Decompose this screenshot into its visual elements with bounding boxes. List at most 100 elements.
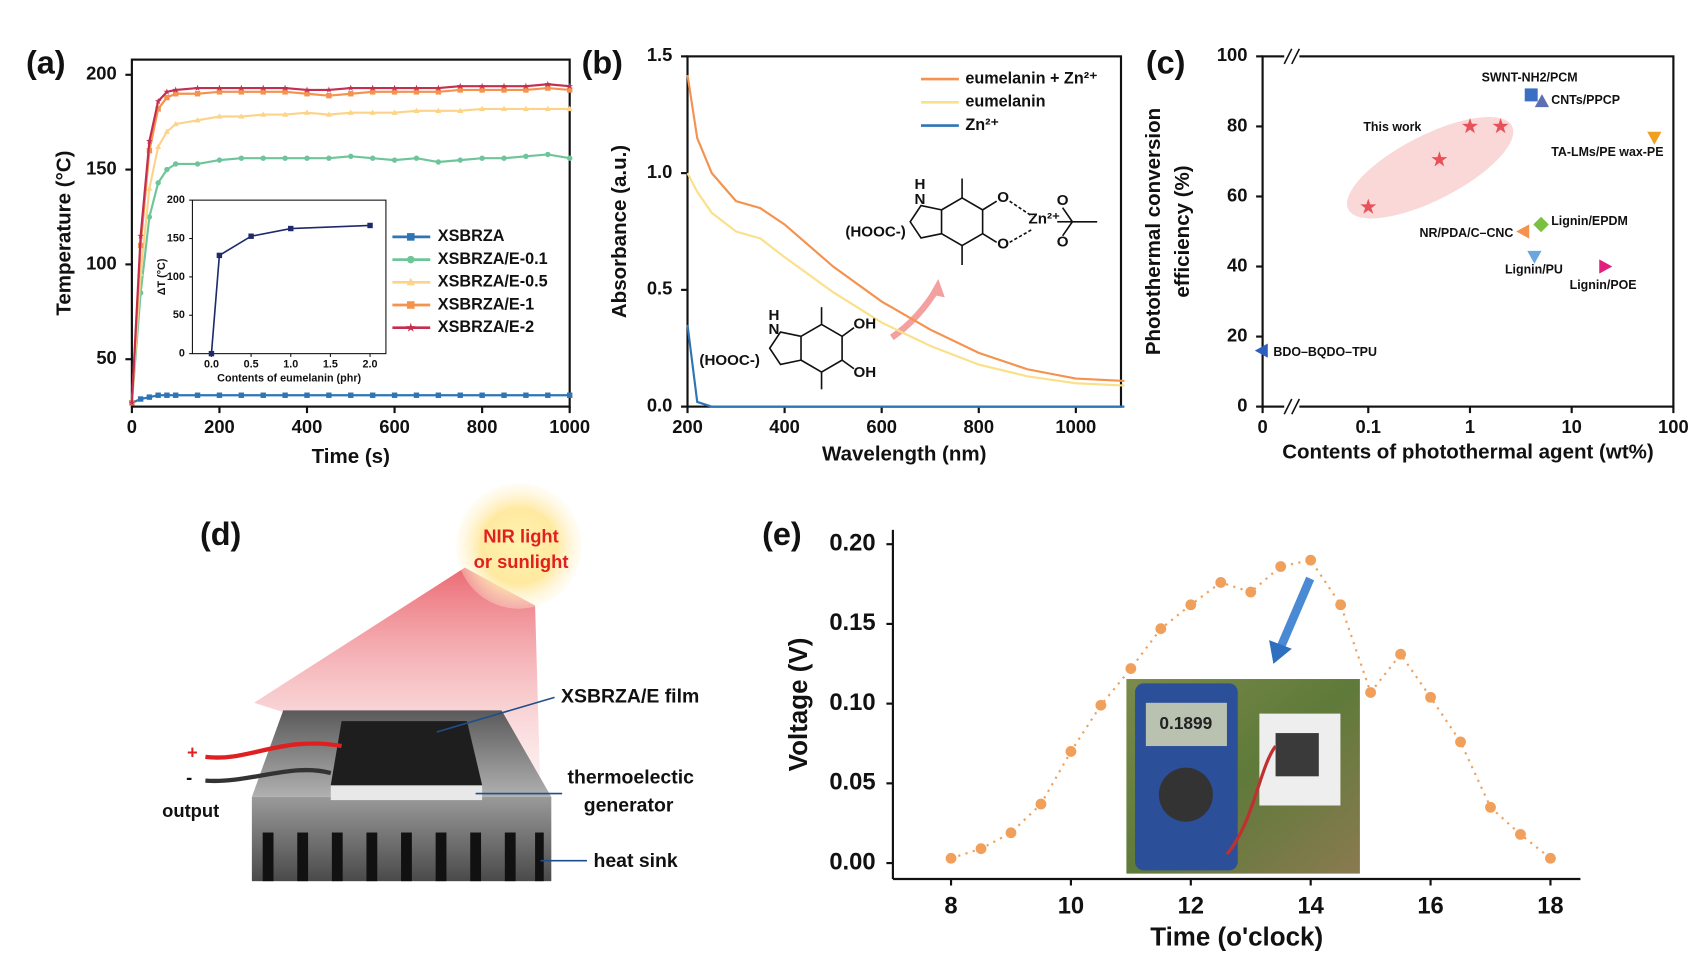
legend-marker	[406, 233, 415, 241]
y-tick-label: 20	[1227, 324, 1247, 345]
y-tick-label: 0.20	[829, 529, 875, 556]
marker	[478, 82, 486, 90]
marker	[216, 252, 223, 259]
marker	[260, 111, 267, 117]
marker	[501, 105, 507, 112]
marker	[1599, 259, 1613, 274]
sink-fins	[262, 832, 544, 882]
marker	[1005, 827, 1017, 839]
marker	[1360, 198, 1377, 214]
marker	[282, 392, 288, 398]
sink-label: heat sink	[593, 850, 677, 872]
arrow	[1277, 576, 1315, 649]
marker	[304, 155, 310, 161]
photo	[1126, 679, 1360, 874]
axis-break	[1283, 398, 1293, 415]
marker	[172, 91, 179, 97]
x-tick-label: 0	[1257, 416, 1267, 437]
marker	[216, 392, 223, 398]
y-axis-label: efficiency (%)	[1171, 165, 1194, 297]
marker	[1155, 623, 1167, 635]
point-label: TA-LMs/PE wax-PE	[1551, 145, 1663, 159]
structures	[768, 178, 1098, 390]
point-label: Lignin/PU	[1505, 263, 1563, 277]
marker	[304, 109, 310, 115]
marker	[369, 109, 376, 115]
legend-label: eumelanin	[965, 93, 1045, 111]
legend-label: XSBRZA/E-0.1	[438, 250, 548, 268]
sun	[456, 483, 582, 609]
y-tick-label: 200	[167, 194, 185, 206]
x-tick-label: 10	[1561, 416, 1581, 437]
structure-label: H	[769, 307, 780, 324]
marker	[522, 82, 530, 90]
marker	[523, 392, 529, 398]
marker	[1527, 250, 1542, 264]
x-tick-label: 400	[769, 416, 800, 437]
marker	[325, 111, 332, 117]
marker	[457, 157, 463, 163]
point-label: NR/PDA/C–CNC	[1420, 226, 1514, 240]
marker	[216, 157, 223, 163]
marker	[500, 82, 508, 90]
y-tick-label: 0.15	[829, 609, 875, 636]
y-tick-label: 150	[86, 157, 117, 178]
marker	[1492, 117, 1509, 134]
marker	[164, 392, 170, 398]
marker	[288, 225, 294, 232]
marker	[137, 232, 144, 239]
marker	[1065, 746, 1077, 757]
legend-label: Zn²⁺	[965, 116, 999, 134]
panel-label: (a)	[26, 45, 66, 81]
marker	[155, 180, 161, 186]
wire-red	[205, 741, 342, 760]
arrow-head	[929, 279, 945, 298]
x-tick-label: 0.1	[1356, 416, 1382, 437]
marker	[1035, 798, 1047, 810]
marker	[154, 97, 162, 105]
teg-label: thermoelectic	[568, 767, 695, 789]
marker	[347, 109, 354, 115]
marker	[435, 89, 442, 95]
marker	[146, 185, 153, 191]
x-tick-label: 600	[866, 416, 897, 437]
film	[330, 721, 483, 785]
y-tick-label: 0.0	[647, 394, 673, 415]
marker	[456, 82, 464, 90]
series-line	[950, 558, 1552, 860]
marker	[1305, 554, 1317, 566]
marker	[544, 80, 552, 88]
marker	[523, 87, 529, 93]
structure-label: O	[1057, 192, 1069, 209]
series-line	[686, 324, 1125, 408]
axis-break	[1284, 400, 1300, 414]
panel-label: (d)	[200, 516, 241, 552]
panel-label: (c)	[1146, 45, 1186, 81]
teg-label: generator	[584, 795, 674, 817]
marker	[457, 87, 463, 93]
y-tick-label: 1.0	[647, 161, 673, 182]
marker	[260, 392, 266, 398]
x-tick-label: 100	[1658, 416, 1689, 437]
marker	[303, 86, 311, 93]
marker	[1185, 599, 1197, 611]
marker	[347, 84, 355, 91]
marker	[1545, 852, 1556, 864]
y-tick-label: 100	[167, 271, 185, 283]
photo-text: 0.1899	[1159, 713, 1212, 733]
legend-label: XSBRZA	[438, 227, 505, 245]
axis-break	[1291, 398, 1301, 415]
marker	[545, 85, 551, 91]
structure-label: (HOOC-)	[699, 352, 760, 369]
legend-label: XSBRZA/E-0.5	[438, 273, 548, 291]
y-tick-label: 0	[179, 348, 185, 360]
marker	[128, 399, 136, 406]
y-axis-label: Temperature (°C)	[52, 151, 75, 316]
marker	[413, 392, 420, 398]
wire-black	[205, 767, 332, 784]
marker	[304, 392, 310, 398]
y-tick-label: 0	[1237, 394, 1247, 415]
marker	[348, 153, 354, 160]
marker	[238, 113, 245, 119]
marker	[348, 91, 354, 97]
